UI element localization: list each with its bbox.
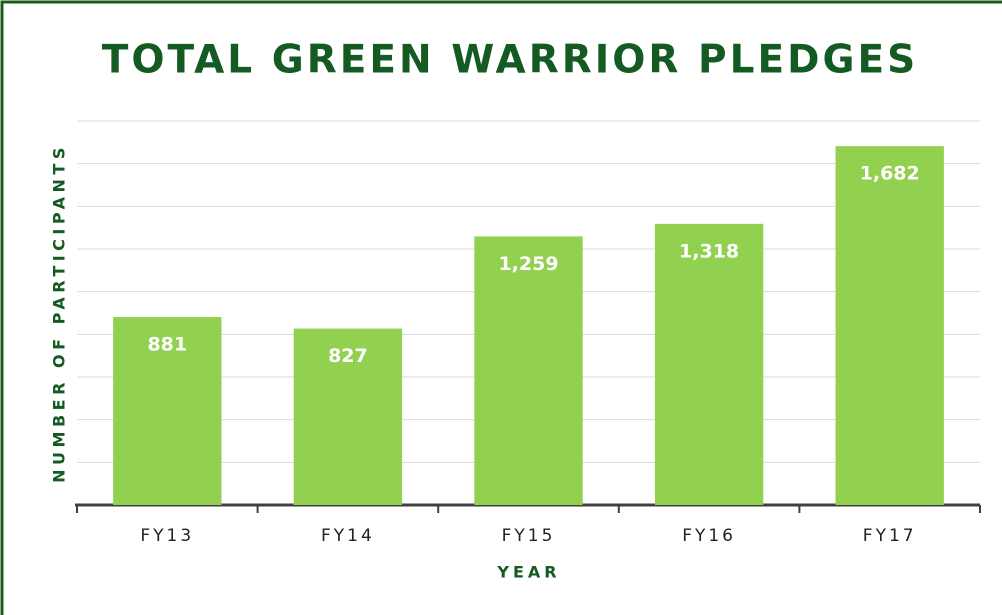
data-label: 1,682 [860,163,920,185]
data-label: 1,318 [679,240,739,262]
y-axis-label: NUMBER OF PARTICIPANTS [50,143,69,483]
x-tick-label: FY15 [502,526,556,546]
x-axis-label: YEAR [496,563,560,582]
x-tick-label: FY17 [863,526,917,546]
chart-title: TOTAL GREEN WARRIOR PLEDGES [102,38,918,83]
bar [474,236,583,505]
bar [835,146,944,505]
data-label: 881 [147,334,187,356]
bar [293,328,403,505]
bar [654,223,764,505]
data-label: 827 [328,345,368,367]
x-tick-label: FY16 [682,526,736,546]
x-tick-label: FY14 [321,526,375,546]
x-tick-label: FY13 [140,526,194,546]
bar [113,317,222,505]
data-label: 1,259 [498,253,558,275]
